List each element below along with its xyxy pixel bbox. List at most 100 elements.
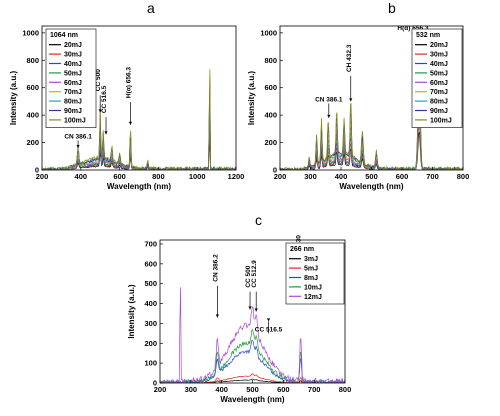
axes-frame-a bbox=[41, 25, 237, 171]
panel-letter-c: c bbox=[255, 212, 262, 228]
legend-entry: 80mJ bbox=[64, 99, 82, 106]
x-tick-label-c: 200 bbox=[154, 385, 167, 394]
y-tick-label-b: 600 bbox=[264, 83, 277, 92]
series-line-100mJ bbox=[42, 68, 236, 170]
legend-entry: 70mJ bbox=[430, 89, 448, 96]
x-tick-label-c: 400 bbox=[215, 385, 228, 394]
annotation-arrowhead bbox=[98, 109, 102, 113]
x-tick-label-c: 500 bbox=[246, 385, 259, 394]
y-axis-label-c: Intensity (a.u.) bbox=[127, 284, 136, 339]
x-tick-label-b: 700 bbox=[426, 172, 439, 181]
x-tick-label-b: 600 bbox=[396, 172, 409, 181]
y-tick-label-c: 500 bbox=[144, 279, 157, 288]
y-tick-label-c: 700 bbox=[144, 239, 157, 248]
series-line-30mJ bbox=[280, 121, 463, 170]
chart-c: 200 300 400 500 600 700 800 0 100 200 300 400 500 600… bbox=[127, 235, 351, 404]
chart-b: 200 300 400 500 600 700 80002004006008001000Wa… bbox=[247, 25, 469, 191]
annotation-arrowhead bbox=[215, 314, 219, 318]
x-tick-label-c: 300 bbox=[185, 385, 198, 394]
legend-entry: 50mJ bbox=[430, 70, 448, 77]
legend-b: 532 nm 20mJ 30mJ 40mJ 50mJ 60mJ 70mJ 80mJ 90mJ 10… bbox=[411, 28, 463, 128]
y-tick-label-b: 200 bbox=[264, 138, 277, 147]
annotation-label: H(α) 656.3 bbox=[397, 25, 428, 32]
annotation-label: CC 516.5 bbox=[255, 326, 283, 333]
annotation-arrowhead bbox=[254, 308, 258, 312]
x-tick-label-a: 1000 bbox=[189, 172, 206, 181]
x-tick-label-c: 600 bbox=[277, 385, 290, 394]
annotation-label: H(α) 656.3 bbox=[125, 67, 132, 98]
legend-title: 532 nm bbox=[416, 32, 440, 39]
y-tick-label-c: 400 bbox=[144, 299, 157, 308]
annotation-arrowhead bbox=[349, 98, 353, 102]
legend-entry: 20mJ bbox=[430, 42, 448, 49]
y-tick-label-a: 1000 bbox=[22, 28, 39, 37]
legend-entry: 60mJ bbox=[430, 80, 448, 87]
y-tick-label-c: 100 bbox=[144, 359, 157, 368]
y-tick-label-c: 300 bbox=[144, 319, 157, 328]
legend-entry: 100mJ bbox=[430, 117, 452, 124]
annotation-label: CN 386.1 bbox=[315, 96, 343, 103]
y-tick-label-a: 400 bbox=[26, 111, 39, 120]
legend-entry: 40mJ bbox=[64, 61, 82, 68]
annotation-arrowhead bbox=[104, 131, 108, 135]
x-tick-label-a: 800 bbox=[152, 172, 165, 181]
y-tick-label-a: 800 bbox=[26, 56, 39, 65]
legend-entry: 90mJ bbox=[64, 108, 82, 115]
x-tick-label-b: 400 bbox=[335, 172, 348, 181]
annotation-arrowhead bbox=[128, 121, 133, 125]
annotation-arrowhead bbox=[248, 306, 252, 310]
y-tick-label-c: 0 bbox=[153, 379, 157, 388]
series-line-8mJ bbox=[160, 339, 345, 383]
x-tick-label-a: 200 bbox=[36, 172, 49, 181]
y-axis-label-b: Intensity (a.u.) bbox=[247, 71, 256, 126]
annotation-label: CC 500 bbox=[245, 265, 252, 287]
annotation-label: CN 386.2 bbox=[212, 254, 219, 282]
y-tick-label-b: 400 bbox=[264, 111, 277, 120]
x-tick-label-b: 500 bbox=[365, 172, 378, 181]
legend-entry: 80mJ bbox=[430, 99, 448, 106]
legend-box bbox=[45, 28, 97, 128]
legend-entry: 10mJ bbox=[304, 284, 322, 291]
y-tick-label-a: 600 bbox=[26, 83, 39, 92]
x-tick-label-c: 800 bbox=[339, 385, 352, 394]
plot-area-a bbox=[42, 68, 236, 170]
legend-a: 1064 nm 20mJ 30mJ 40mJ 50mJ 60mJ 70mJ 80mJ 90mJ 1… bbox=[45, 28, 97, 128]
x-tick-label-a: 400 bbox=[75, 172, 88, 181]
x-axis-label-c: Wavelength (nm) bbox=[220, 395, 284, 404]
panel-letter-a: a bbox=[147, 0, 155, 16]
legend-entry: 100mJ bbox=[64, 117, 86, 124]
series-line-20mJ bbox=[280, 131, 463, 170]
x-tick-label-b: 300 bbox=[304, 172, 317, 181]
annotation-arrowhead bbox=[76, 145, 80, 149]
annotation-label: CN 386.1 bbox=[64, 133, 92, 140]
legend-entry: 60mJ bbox=[64, 80, 82, 87]
annotation-label: CC 500 bbox=[95, 69, 102, 91]
y-tick-label-b: 0 bbox=[273, 166, 277, 175]
legend-box bbox=[411, 28, 463, 128]
y-tick-label-b: 800 bbox=[264, 56, 277, 65]
y-axis-label-a: Intensity (a.u.) bbox=[9, 71, 18, 126]
legend-entry: 40mJ bbox=[430, 61, 448, 68]
annotation-arrowhead bbox=[327, 114, 331, 118]
legend-entry: 70mJ bbox=[64, 89, 82, 96]
y-tick-label-c: 600 bbox=[144, 259, 157, 268]
y-tick-label-c: 200 bbox=[144, 339, 157, 348]
chart-a: 200 400 600 800 1000 120002004006008001000Wav… bbox=[9, 25, 245, 191]
legend-entry: 30mJ bbox=[430, 52, 448, 59]
x-tick-label-c: 700 bbox=[308, 385, 321, 394]
x-tick-label-a: 1200 bbox=[228, 172, 245, 181]
y-tick-label-a: 0 bbox=[35, 166, 39, 175]
legend-entry: 8mJ bbox=[304, 275, 318, 282]
x-tick-label-a: 600 bbox=[113, 172, 126, 181]
legend-entry: 20mJ bbox=[64, 42, 82, 49]
legend-c: 266 nm 3mJ 5mJ 8mJ 10mJ 12mJ bbox=[285, 242, 345, 305]
annotation-label: CC 516.5 bbox=[101, 85, 108, 113]
x-axis-label-a: Wavelength (nm) bbox=[107, 182, 171, 191]
legend-entry: 5mJ bbox=[304, 266, 318, 273]
panel-letter-b: b bbox=[388, 0, 396, 16]
legend-entry: 3mJ bbox=[304, 256, 318, 263]
x-tick-label-b: 200 bbox=[274, 172, 287, 181]
legend-entry: 90mJ bbox=[430, 108, 448, 115]
legend-entry: 30mJ bbox=[64, 52, 82, 59]
